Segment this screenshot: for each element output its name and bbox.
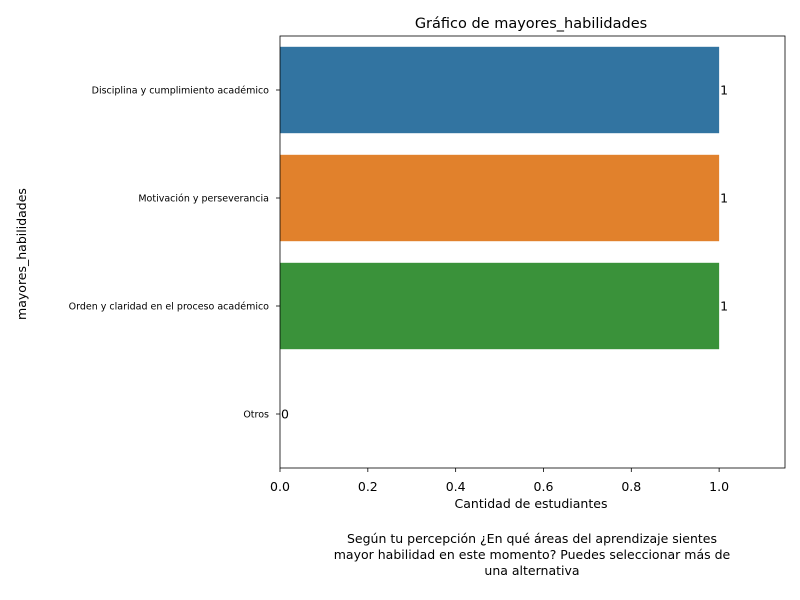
bar [280,262,720,350]
y-axis-label: mayores_habilidades [14,188,29,320]
chart-caption: Según tu percepción ¿En qué áreas del ap… [282,531,782,579]
x-tick-label: 0.4 [446,479,466,494]
x-tick-label: 0.0 [270,479,290,494]
x-tick-label: 0.2 [358,479,378,494]
y-tick-label: Disciplina y cumplimiento académico [92,86,270,97]
x-tick-label: 1.0 [709,479,729,494]
y-tick-label: Motivación y perseverancia [138,194,269,205]
y-tick-label: Orden y claridad en el proceso académico [69,302,270,313]
plot-area: 1 Disciplina y cumplimiento académico 1 Mot… [69,35,786,494]
y-tick-label: Otros [243,410,269,421]
data-label: 0 [281,407,289,422]
caption-line-1: Según tu percepción ¿En qué áreas del ap… [347,531,717,546]
x-axis-label: Cantidad de estudiantes [455,496,608,511]
caption-line-3: una alternativa [484,563,580,578]
chart-title: Gráfico de mayores_habilidades [415,16,647,32]
bar [280,46,720,134]
x-tick-label: 0.6 [534,479,554,494]
caption-line-2: mayor habilidad en este momento? Puedes … [333,547,731,562]
x-tick-label: 0.8 [621,479,641,494]
bar [280,154,720,242]
data-label: 1 [720,83,728,98]
data-label: 1 [720,299,728,314]
data-label: 1 [720,191,728,206]
plot-frame [279,35,786,469]
